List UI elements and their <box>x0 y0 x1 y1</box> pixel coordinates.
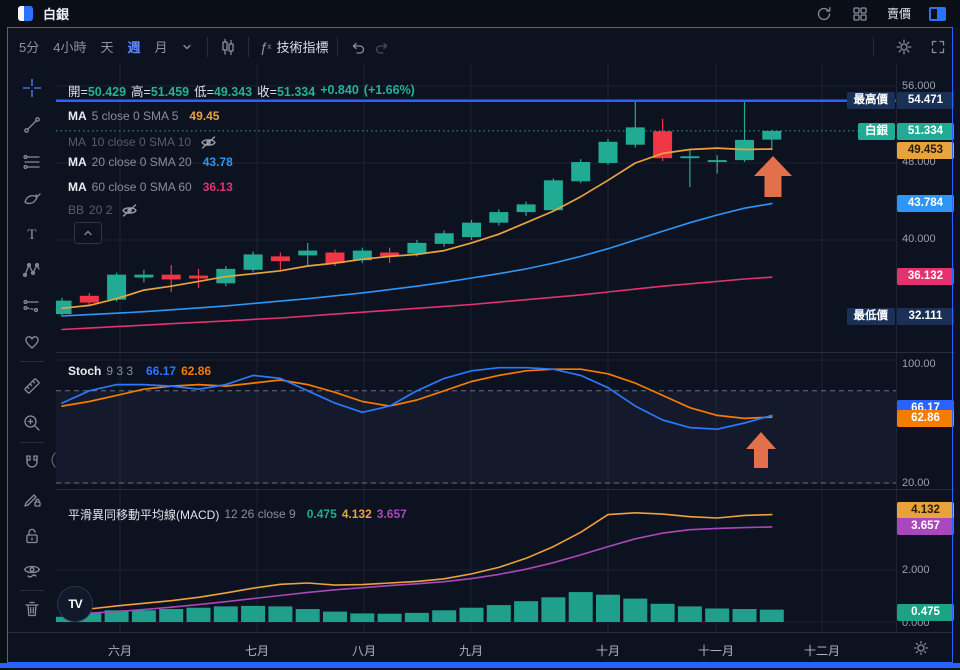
interval-1mo[interactable]: 月 <box>154 40 168 55</box>
xabcd-pattern-icon[interactable] <box>19 257 45 283</box>
month-label: 七月 <box>244 644 270 658</box>
time-scale[interactable]: 六月 七月 八月 九月 十月 十一月 十二月 <box>8 632 953 664</box>
undo-icon[interactable] <box>346 35 370 59</box>
layout-grid-icon[interactable] <box>851 5 869 23</box>
fib-retracement-icon[interactable] <box>19 149 45 175</box>
refresh-icon[interactable] <box>815 5 833 23</box>
toolbar-divider <box>247 36 249 57</box>
svg-text:T: T <box>27 227 36 243</box>
legend-row-bb[interactable]: BB 20 2 <box>68 202 138 218</box>
fullscreen-icon[interactable] <box>926 35 950 59</box>
panel-toggle-icon[interactable] <box>929 6 946 21</box>
legend-collapse-button[interactable] <box>74 222 102 244</box>
sidebar-divider <box>20 442 44 443</box>
favorites-heart-icon[interactable] <box>19 329 45 355</box>
left-gutter <box>0 27 8 670</box>
last-price-label: 白銀 51.334 <box>858 123 954 140</box>
interval-5m[interactable]: 5分 <box>19 40 40 55</box>
macd-signal-axis-label: 3.657 <box>897 518 954 535</box>
ma5-axis-label: 49.453 <box>897 142 954 159</box>
sidebar-collapse-handle[interactable] <box>48 447 58 473</box>
hide-drawings-eye-icon[interactable] <box>19 558 45 584</box>
symbol-title: 白銀 <box>43 7 70 22</box>
legend-row-ma60[interactable]: MA 60 close 0 SMA 60 36.13 <box>68 180 233 194</box>
drawing-lock-pencil-icon[interactable] <box>19 486 45 512</box>
unlock-icon[interactable] <box>19 523 45 549</box>
month-label: 十二月 <box>803 644 841 658</box>
interval-1d[interactable]: 天 <box>100 40 114 55</box>
toolbar-right <box>865 28 950 65</box>
crosshair-icon[interactable] <box>19 75 45 101</box>
macd-axis-label: 4.132 <box>897 502 954 519</box>
theme-sun-icon[interactable] <box>913 640 929 661</box>
stoch-d-axis-label: 62.86 <box>897 410 954 427</box>
ma20-axis-label: 43.784 <box>897 195 954 212</box>
toolbar-divider <box>206 36 208 57</box>
eye-slash-icon[interactable] <box>200 135 217 150</box>
price-tick: 56.000 <box>902 80 936 92</box>
ma60-axis-label: 36.132 <box>897 268 954 285</box>
tradingview-logo[interactable]: TV <box>57 586 93 622</box>
pane-separator-stoch[interactable] <box>56 352 955 353</box>
legend-row-ma20[interactable]: MA 20 close 0 SMA 20 43.78 <box>68 155 233 169</box>
legend-row-stoch[interactable]: Stoch 9 3 3 66.17 62.86 <box>68 364 212 378</box>
brush-pattern-icon[interactable] <box>19 186 45 212</box>
price-tick: 48.000 <box>902 156 936 168</box>
month-label: 八月 <box>351 644 377 658</box>
redo-icon[interactable] <box>370 35 394 59</box>
sidebar-divider <box>20 361 44 362</box>
month-label: 十一月 <box>697 644 735 658</box>
sell-price-label[interactable]: 賣價 <box>886 7 911 21</box>
title-bar: 白銀 賣價 <box>0 0 960 27</box>
sidebar-divider <box>20 590 44 591</box>
measure-ruler-icon[interactable] <box>19 373 45 399</box>
bottom-accent-bar <box>0 663 960 668</box>
lowest-price-label: 最低價 32.111 <box>846 308 954 325</box>
legend-row-ma5[interactable]: MA 5 close 0 SMA 5 49.45 <box>68 109 220 123</box>
forecast-tool-icon[interactable] <box>19 293 45 319</box>
month-label: 九月 <box>458 644 484 658</box>
toolbar-divider <box>336 36 338 57</box>
symbol-logo-icon <box>18 6 33 21</box>
interval-1w[interactable]: 週 <box>127 40 141 55</box>
legend-row-ma10[interactable]: MA 10 close 0 SMA 10 <box>68 134 217 150</box>
legend-row-macd[interactable]: 平滑異同移動平均線(MACD) 12 26 close 9 0.475 4.13… <box>68 507 407 522</box>
drawing-toolbar: T <box>8 65 56 663</box>
ohlc-legend[interactable]: 開=50.429 高=51.459 低=49.343 收=51.334 +0.8… <box>68 83 415 99</box>
macd-hist-axis-label: 0.475 <box>897 604 954 621</box>
interval-4h[interactable]: 4小時 <box>53 40 87 55</box>
chart-canvas[interactable] <box>56 64 896 632</box>
price-tick: 40.000 <box>902 233 936 245</box>
stoch-tick: 100.00 <box>902 358 936 370</box>
indicators-button[interactable]: 技術指標 <box>276 40 329 55</box>
magnet-icon[interactable] <box>19 450 45 476</box>
highest-price-label: 最高價 54.471 <box>846 92 954 109</box>
stoch-tick: 20.00 <box>902 477 930 489</box>
text-tool-icon[interactable]: T <box>19 221 45 247</box>
trend-line-icon[interactable] <box>19 112 45 138</box>
month-label: 十月 <box>595 644 621 658</box>
remove-drawings-trash-icon[interactable] <box>19 596 45 622</box>
zoom-in-icon[interactable] <box>19 410 45 436</box>
eye-slash-icon[interactable] <box>121 203 138 218</box>
chart-style-candles-icon[interactable] <box>216 35 240 59</box>
pane-separator-macd[interactable] <box>56 489 955 490</box>
settings-gear-icon[interactable] <box>892 35 916 59</box>
month-label: 六月 <box>107 644 133 658</box>
interval-dropdown-chevron-icon[interactable] <box>175 35 199 59</box>
toolbar-divider <box>873 36 874 57</box>
macd-tick: 2.000 <box>902 564 930 576</box>
